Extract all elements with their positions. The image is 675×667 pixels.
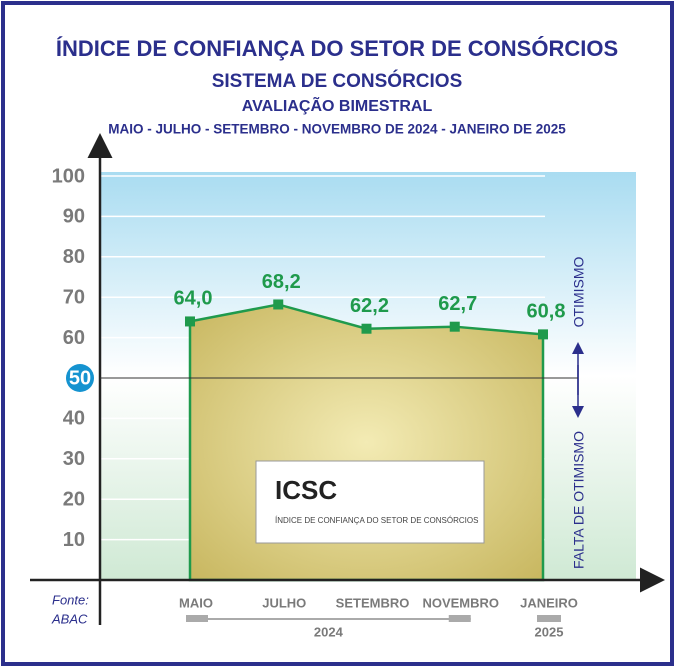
upper-label: OTIMISMO xyxy=(571,257,587,328)
group-cap xyxy=(448,615,471,622)
marker xyxy=(449,321,460,332)
y-tick-label: 20 xyxy=(63,488,85,510)
marker xyxy=(185,316,195,327)
data-label: 68,2 xyxy=(262,271,301,293)
x-tick-label: JANEIRO xyxy=(520,595,578,610)
data-label: 60,8 xyxy=(527,301,566,323)
tick-highlight xyxy=(66,364,94,392)
x-tick-label: JULHO xyxy=(262,595,306,610)
y-tick-label: 10 xyxy=(63,529,85,551)
x-tick-label: MAIO xyxy=(179,595,213,610)
logo-title: ICSC xyxy=(275,475,337,505)
marker xyxy=(538,329,548,340)
marker xyxy=(361,323,372,334)
data-label: 64,0 xyxy=(174,288,213,310)
marker xyxy=(273,299,284,310)
logo-subtitle: ÍNDICE DE CONFIANÇA DO SETOR DE CONSÓRCI… xyxy=(275,516,478,525)
y-tick-label: 80 xyxy=(63,246,85,268)
x-tick-label: SETEMBRO xyxy=(336,595,410,610)
lower-label: FALTA DE OTIMISMO xyxy=(571,431,587,569)
group-cap xyxy=(186,615,208,622)
data-label: 62,2 xyxy=(350,295,389,317)
subtitle: MAIO - JULHO - SETEMBRO - NOVEMBRO DE 20… xyxy=(108,122,566,137)
subtitle: SISTEMA DE CONSÓRCIOS xyxy=(212,70,463,92)
chart-title: ÍNDICE DE CONFIANÇA DO SETOR DE CONSÓRCI… xyxy=(56,36,618,61)
y-tick-label: 30 xyxy=(63,448,85,470)
year-label: 2025 xyxy=(535,624,564,639)
y-tick-label: 70 xyxy=(63,286,85,308)
year-label: 2024 xyxy=(314,624,344,639)
subtitle: AVALIAÇÃO BIMESTRAL xyxy=(242,95,433,115)
source-label: Fonte: xyxy=(52,592,89,607)
group-cap xyxy=(537,615,559,622)
data-label: 62,7 xyxy=(438,293,477,315)
y-tick-label: 90 xyxy=(63,206,85,228)
y-tick-label: 40 xyxy=(63,408,85,430)
logo-box xyxy=(255,460,485,544)
source: ABAC xyxy=(51,611,88,626)
y-tick-label: 50 xyxy=(69,367,91,389)
y-tick-label: 60 xyxy=(63,327,85,349)
x-tick-label: NOVEMBRO xyxy=(422,595,499,610)
y-tick-label: 100 xyxy=(52,165,85,187)
